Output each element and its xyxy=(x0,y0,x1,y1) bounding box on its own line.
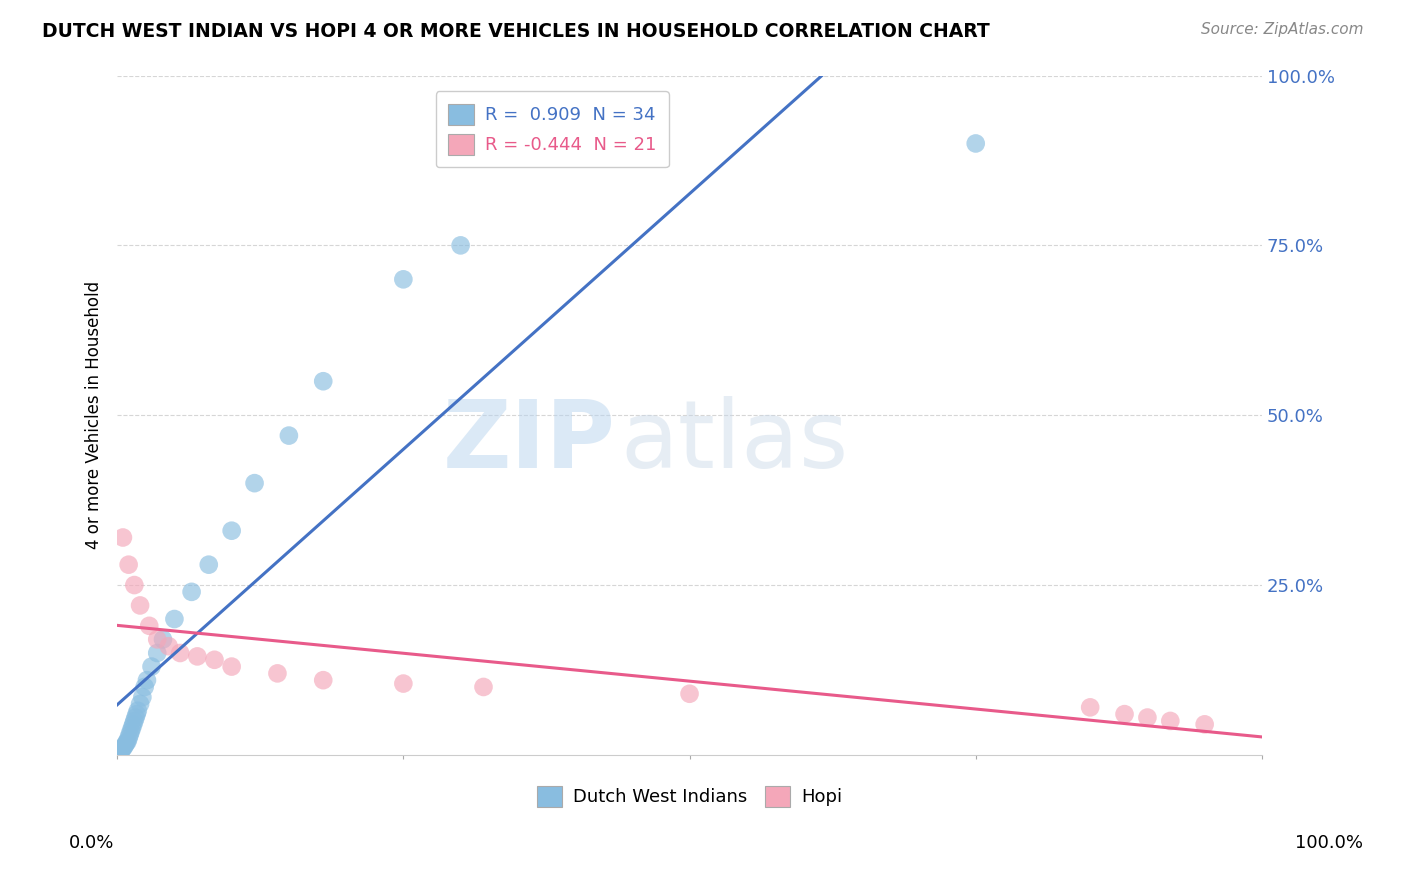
Point xyxy=(169,646,191,660)
Point xyxy=(1194,717,1216,731)
Point xyxy=(146,632,169,647)
Point xyxy=(117,558,139,572)
Point xyxy=(108,746,131,760)
Point xyxy=(114,738,136,752)
Point xyxy=(111,741,134,756)
Y-axis label: 4 or more Vehicles in Household: 4 or more Vehicles in Household xyxy=(86,281,103,549)
Point xyxy=(180,585,202,599)
Point xyxy=(117,731,139,745)
Text: ZIP: ZIP xyxy=(443,396,616,489)
Text: atlas: atlas xyxy=(621,396,849,489)
Point xyxy=(965,136,987,151)
Point xyxy=(129,599,152,613)
Point xyxy=(115,736,138,750)
Point xyxy=(110,744,132,758)
Point xyxy=(392,272,415,286)
Point xyxy=(111,742,134,756)
Point xyxy=(1114,707,1136,722)
Point xyxy=(120,724,142,739)
Point xyxy=(124,578,146,592)
Point xyxy=(152,632,174,647)
Point xyxy=(1078,700,1101,714)
Point xyxy=(157,639,180,653)
Point xyxy=(129,697,152,711)
Point xyxy=(146,646,169,660)
Point xyxy=(186,649,208,664)
Point xyxy=(450,238,472,252)
Point xyxy=(312,673,335,688)
Point xyxy=(118,727,141,741)
Text: 100.0%: 100.0% xyxy=(1295,834,1362,852)
Point xyxy=(221,524,243,538)
Point xyxy=(112,739,135,754)
Point xyxy=(1159,714,1181,728)
Point xyxy=(136,673,159,688)
Point xyxy=(266,666,288,681)
Point xyxy=(124,714,146,728)
Point xyxy=(197,558,219,572)
Point xyxy=(221,659,243,673)
Point xyxy=(312,374,335,388)
Point xyxy=(124,710,146,724)
Point xyxy=(1136,710,1159,724)
Point xyxy=(125,707,148,722)
Point xyxy=(111,531,134,545)
Point xyxy=(131,690,153,705)
Point xyxy=(122,717,145,731)
Point xyxy=(127,704,149,718)
Point xyxy=(472,680,495,694)
Point xyxy=(277,428,299,442)
Point xyxy=(121,721,143,735)
Point xyxy=(204,653,226,667)
Point xyxy=(243,476,266,491)
Point xyxy=(678,687,700,701)
Point xyxy=(117,734,139,748)
Point xyxy=(392,676,415,690)
Text: 0.0%: 0.0% xyxy=(69,834,114,852)
Legend: Dutch West Indians, Hopi: Dutch West Indians, Hopi xyxy=(530,779,849,814)
Text: Source: ZipAtlas.com: Source: ZipAtlas.com xyxy=(1201,22,1364,37)
Point xyxy=(163,612,186,626)
Point xyxy=(138,619,160,633)
Point xyxy=(141,659,163,673)
Text: DUTCH WEST INDIAN VS HOPI 4 OR MORE VEHICLES IN HOUSEHOLD CORRELATION CHART: DUTCH WEST INDIAN VS HOPI 4 OR MORE VEHI… xyxy=(42,22,990,41)
Point xyxy=(134,680,156,694)
